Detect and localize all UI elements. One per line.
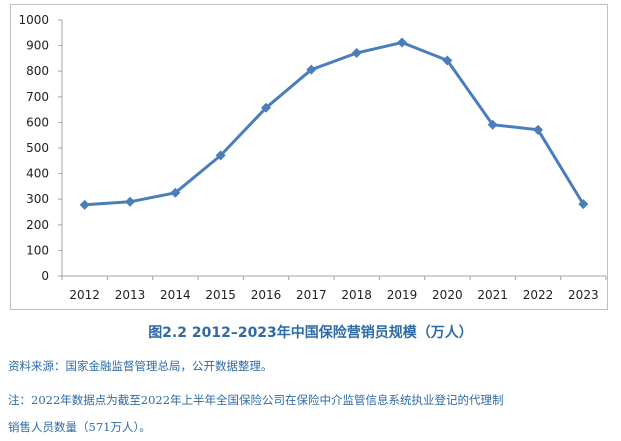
x-tick-label: 2017	[296, 288, 327, 302]
y-tick-label: 600	[26, 115, 49, 129]
x-tick-label: 2020	[432, 288, 463, 302]
series-line	[83, 41, 585, 207]
data-point-marker	[261, 102, 271, 113]
x-tick-label: 2015	[205, 288, 236, 302]
x-tick-label: 2019	[387, 288, 418, 302]
data-point-marker	[397, 37, 407, 48]
x-tick-label: 2022	[523, 288, 554, 302]
data-point-marker	[215, 150, 226, 161]
footnote-line-1: 注：2022年数据点为截至2022年上半年全国保险公司在保险中介监管信息系统执业…	[8, 393, 504, 407]
series-group	[79, 37, 589, 210]
y-axis-tick-labels: 0 100 200 300 400 500 600 700 800 900 1000	[18, 13, 49, 283]
y-tick-label: 400	[26, 167, 49, 181]
y-tick-label: 900	[26, 39, 49, 53]
x-tick-label: 2013	[115, 288, 146, 302]
data-point-marker	[125, 196, 135, 207]
x-tick-label: 2014	[160, 288, 191, 302]
footnote-line-2: 销售人员数量（571万人）。	[8, 420, 151, 434]
data-point-marker	[487, 119, 498, 130]
x-tick-label: 2012	[69, 288, 100, 302]
x-tick-label: 2018	[341, 288, 372, 302]
y-tick-label: 800	[26, 64, 49, 78]
y-tick-label: 300	[26, 192, 49, 206]
data-point-marker	[442, 55, 453, 66]
data-point-marker	[170, 187, 181, 198]
x-tick-label: 2016	[251, 288, 282, 302]
y-tick-label: 200	[26, 218, 49, 232]
x-axis-tick-labels: 2012 2013 2014 2015 2016 2017 2018 2019 2020 2021…	[69, 288, 598, 302]
data-point-marker	[79, 199, 90, 210]
y-tick-label: 500	[26, 141, 49, 155]
y-tick-label: 100	[26, 243, 49, 257]
source-note: 资料来源：国家金融监督管理总局，公开数据整理。	[8, 359, 273, 373]
data-point-marker	[578, 199, 589, 210]
x-tick-label: 2023	[568, 288, 599, 302]
data-point-marker	[533, 124, 543, 135]
y-tick-label: 0	[41, 269, 49, 283]
chart-frame: 0 100 200 300 400 500 600 700 800 900 1000 2012 201…	[10, 4, 608, 310]
data-point-marker	[306, 64, 317, 75]
data-point-marker	[351, 48, 362, 59]
y-tick-label: 700	[26, 90, 49, 104]
figure-caption: 图2.2 2012–2023年中国保险营销员规模（万人）	[148, 325, 473, 341]
y-tick-label: 1000	[18, 13, 49, 27]
x-tick-label: 2021	[477, 288, 508, 302]
axes	[58, 19, 607, 280]
